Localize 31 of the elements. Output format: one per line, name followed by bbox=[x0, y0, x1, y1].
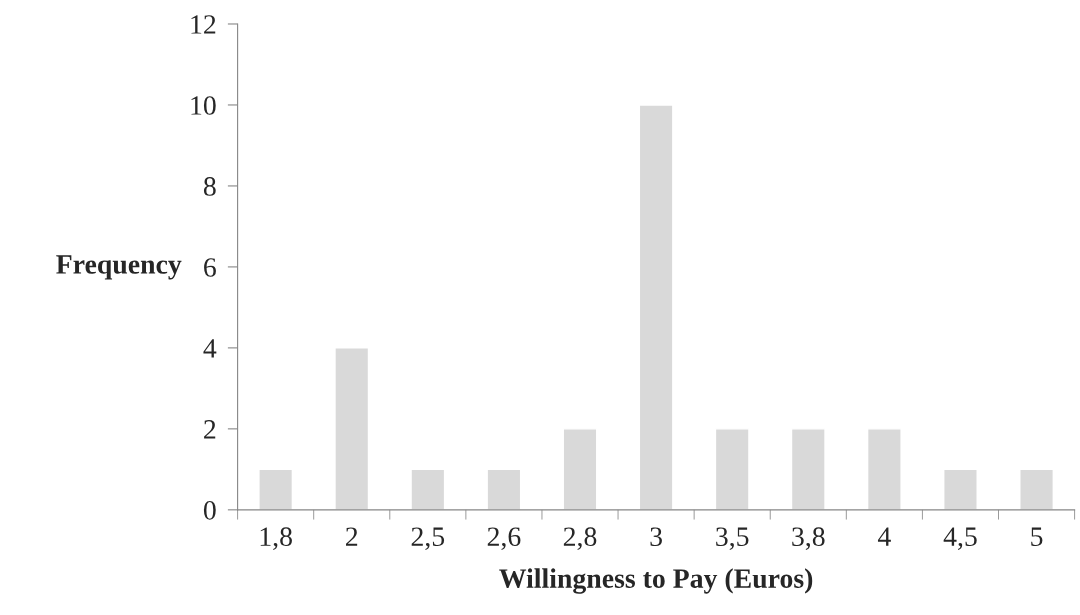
y-tick-label: 2 bbox=[204, 420, 216, 439]
bar bbox=[486, 468, 522, 510]
bar bbox=[334, 347, 370, 510]
y-tick-label: 8 bbox=[203, 177, 216, 196]
y-tick-label: 0 bbox=[203, 501, 216, 520]
bar bbox=[638, 104, 674, 510]
x-tick-label: 2,5 bbox=[411, 527, 445, 551]
x-tick-label: 3,8 bbox=[792, 527, 825, 551]
bar bbox=[258, 468, 294, 510]
bar bbox=[562, 428, 598, 510]
bar bbox=[410, 468, 446, 510]
bar bbox=[714, 428, 750, 510]
x-tick-label: 3,5 bbox=[716, 527, 749, 551]
x-tick-label: 2,6 bbox=[487, 527, 521, 551]
x-tick-label: 1,8 bbox=[260, 527, 292, 551]
bar bbox=[1019, 468, 1054, 510]
y-tick-label: 6 bbox=[204, 258, 216, 277]
x-tick-label: 4,5 bbox=[943, 527, 977, 551]
y-tick-label: 10 bbox=[191, 96, 216, 115]
bar bbox=[943, 468, 978, 510]
x-tick-label: 2,8 bbox=[563, 527, 597, 551]
x-tick-label: 3 bbox=[650, 527, 662, 547]
y-tick-label: 4 bbox=[203, 339, 217, 358]
bar bbox=[866, 428, 902, 510]
x-tick-label: 5 bbox=[1031, 527, 1043, 547]
y-tick-label: 12 bbox=[191, 15, 216, 34]
bar bbox=[790, 428, 826, 510]
y-axis-title: Frequency bbox=[56, 255, 182, 280]
x-tick-label: 4 bbox=[877, 527, 891, 546]
x-tick-label: 2 bbox=[346, 527, 358, 546]
x-axis-title: Willingness to Pay (Euros) bbox=[499, 568, 813, 594]
